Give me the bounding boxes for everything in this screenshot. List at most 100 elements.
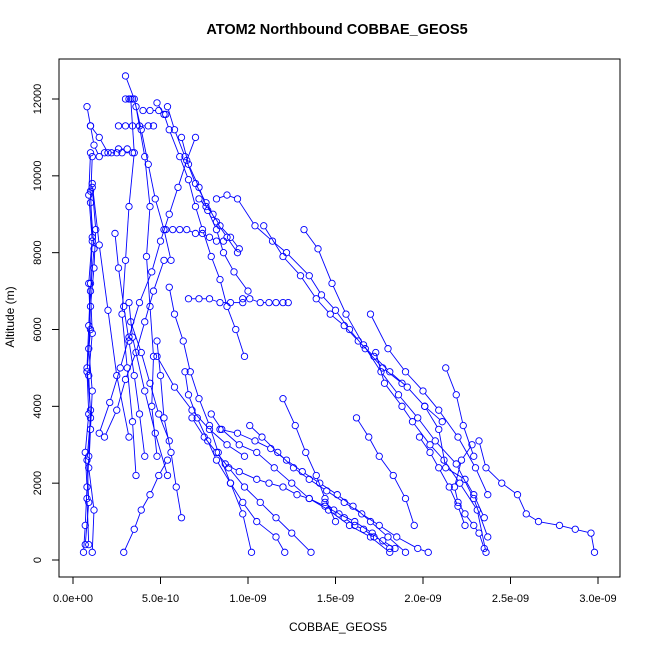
series-32 (246, 421, 432, 556)
data-point (205, 295, 214, 303)
data-point (366, 533, 375, 541)
data-point (513, 491, 522, 499)
series-segment (336, 511, 342, 517)
series-36 (153, 352, 249, 460)
series-segment (91, 513, 95, 550)
data-point (209, 210, 217, 218)
y-tick-label: 2000 (32, 471, 44, 495)
data-point (86, 122, 95, 130)
data-point (484, 533, 492, 541)
data-point (125, 333, 133, 341)
series-segment (130, 102, 135, 150)
series-segment (90, 271, 95, 304)
series-segment (389, 350, 404, 370)
series-segment (129, 344, 135, 373)
series-segment (227, 465, 237, 471)
data-point (193, 414, 201, 422)
data-point (253, 475, 261, 483)
data-point (587, 529, 595, 537)
series-segment (246, 488, 259, 501)
data-point (88, 548, 96, 556)
data-point (184, 391, 193, 399)
series-segment (277, 539, 284, 550)
series-segment (150, 478, 158, 492)
data-point (100, 149, 109, 157)
series-segment (120, 340, 129, 365)
data-point (104, 149, 112, 157)
data-point (176, 225, 184, 234)
data-point (162, 110, 170, 119)
data-point (85, 322, 93, 330)
data-point (352, 414, 361, 422)
series-segment (374, 534, 388, 547)
data-point (235, 441, 243, 449)
data-point (90, 245, 98, 253)
data-point (375, 521, 383, 530)
series-segment (528, 515, 537, 521)
series-segment (424, 393, 438, 408)
data-point (284, 298, 292, 307)
series-segment (229, 195, 235, 199)
series-40 (114, 122, 158, 130)
series-segment (240, 434, 253, 441)
data-point (454, 498, 462, 507)
data-point (106, 398, 114, 407)
data-point (121, 375, 130, 384)
data-point (256, 298, 264, 307)
data-point (415, 433, 424, 441)
series-segment (243, 516, 252, 550)
series-segment (227, 309, 236, 327)
series-segment (199, 190, 208, 208)
data-point (457, 456, 466, 464)
data-point (279, 394, 287, 403)
data-point (414, 414, 422, 422)
series-segment (541, 521, 557, 526)
data-point (184, 160, 193, 168)
series-segment (591, 536, 595, 550)
series-segment (169, 190, 178, 212)
series-segment (207, 208, 212, 213)
data-point (321, 498, 329, 507)
series-segment (369, 439, 379, 454)
series-segment (475, 527, 478, 531)
data-point (431, 437, 439, 445)
series-segment (90, 128, 94, 143)
data-point (219, 237, 228, 245)
series-segment (164, 420, 171, 450)
series-segment (318, 300, 329, 313)
series-segment (341, 514, 353, 521)
series-segment (450, 489, 458, 504)
data-point (475, 529, 483, 537)
data-point (132, 103, 140, 111)
series-segment (211, 259, 220, 277)
data-point (293, 491, 301, 499)
series-segment (327, 507, 337, 513)
series-segment (94, 147, 99, 154)
data-point (216, 425, 224, 434)
data-point (470, 521, 478, 530)
series-segment (218, 454, 228, 466)
data-point (153, 337, 161, 345)
data-point (289, 464, 298, 472)
data-point (88, 387, 96, 395)
data-point (272, 514, 280, 522)
series-segment (357, 526, 361, 529)
data-point (333, 491, 341, 499)
data-point (204, 206, 212, 215)
data-point (125, 298, 133, 307)
series-segment (88, 413, 91, 454)
series-segment (124, 531, 134, 550)
series-14 (195, 195, 243, 253)
data-point (555, 521, 564, 530)
series-segment (88, 286, 91, 323)
series-segment (164, 232, 171, 258)
series-segment (311, 499, 326, 509)
data-point (452, 391, 460, 399)
data-point (260, 222, 268, 230)
series-segment (371, 316, 387, 347)
series-segment (88, 155, 91, 192)
series-segment (263, 438, 276, 451)
data-point (345, 521, 354, 530)
series-segment (195, 209, 203, 227)
series-segment (283, 401, 295, 423)
